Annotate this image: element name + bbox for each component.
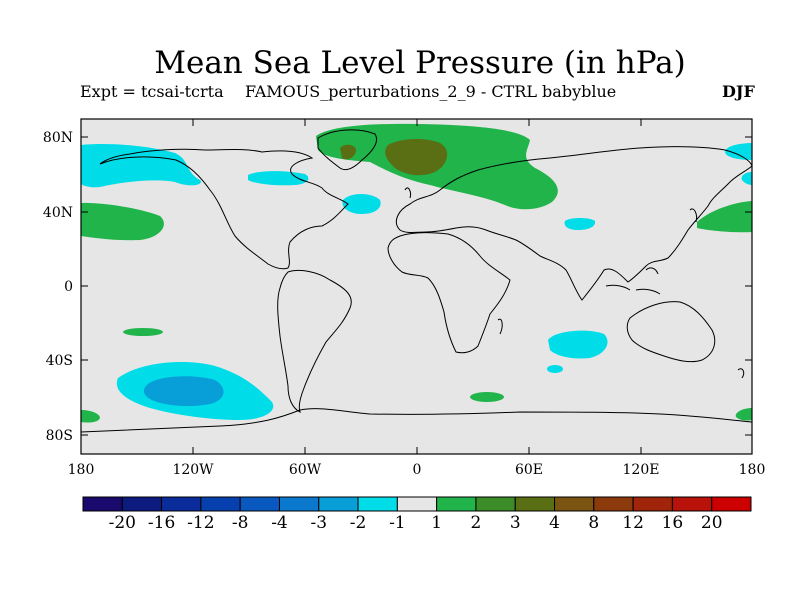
colorbar-label: -20 (109, 513, 136, 533)
coastlines (80, 129, 753, 433)
anomaly-negative-nepacific-edge (725, 143, 752, 160)
anomaly-positive-greenland-core (340, 144, 356, 160)
anomaly-negative-caspian (564, 218, 596, 230)
lat-label-40s: 40S (46, 353, 73, 369)
colorbar-box (475, 496, 516, 512)
coast-japan (689, 208, 697, 223)
colorbar-box (200, 496, 241, 512)
colorbar-box (239, 496, 280, 512)
colorbar-label: 2 (471, 513, 482, 533)
colorbar-box (593, 496, 634, 512)
colorbar (82, 496, 752, 512)
anomaly-positive-wpacific (697, 201, 752, 233)
colorbar-label: -3 (310, 513, 327, 533)
colorbar-box (82, 496, 123, 512)
colorbar-label: 1 (431, 513, 442, 533)
coast-madagascar (497, 318, 503, 335)
lat-label-80s: 80S (46, 428, 73, 444)
lat-labels: 80N 40N 0 40S 80S (43, 130, 73, 444)
colorbar-label: -1 (389, 513, 406, 533)
coast-new-zealand (737, 368, 745, 379)
anomaly-fills (81, 123, 752, 423)
lon-label-180e: 180 (739, 462, 766, 478)
colorbar-box (632, 496, 673, 512)
colorbar-box (278, 496, 320, 512)
anomaly-negative-nepacific-edge2 (741, 172, 752, 185)
anomaly-positive-eurasia-core (385, 139, 448, 176)
lat-label-80n: 80N (43, 130, 73, 146)
colorbar-box (396, 496, 438, 512)
colorbar-box (357, 496, 398, 512)
lon-label-60e: 60E (515, 462, 543, 478)
colorbar-label: -4 (271, 513, 288, 533)
coast-antarctica (80, 408, 753, 433)
coast-uk (404, 187, 411, 199)
coast-north-america (99, 148, 349, 270)
anomaly-positive-spacific (123, 328, 163, 336)
anomaly-positive-se-edge (735, 408, 752, 421)
colorbar-box (121, 496, 163, 512)
colorbar-label: -2 (350, 513, 367, 533)
colorbar-label: 8 (588, 513, 599, 533)
colorbar-box (711, 496, 752, 512)
colorbar-labels: -20 -16 -12 -8 -4 -3 -2 -1 1 2 3 4 8 12 16 20 (109, 513, 723, 533)
anomaly-positive-sw-edge (81, 410, 100, 423)
colorbar-box (671, 496, 713, 512)
lon-labels: 180 120W 60W 0 60E 120E 180 (68, 462, 766, 478)
colorbar-label: 4 (549, 513, 560, 533)
lon-ticks (80, 119, 753, 454)
lat-ticks (81, 136, 752, 436)
coast-africa (387, 232, 511, 354)
experiment-label: Expt = tcsai-tcrta (80, 82, 224, 101)
colorbar-box (436, 496, 477, 512)
anomaly-positive-npacific (81, 202, 164, 241)
lon-label-60w: 60W (289, 462, 322, 478)
colorbar-label: -12 (187, 513, 214, 533)
lat-label-40n: 40N (43, 205, 73, 221)
colorbar-label: -16 (148, 513, 175, 533)
anomaly-negative-southpacific-core (143, 376, 224, 407)
anomaly-negative-natlantic (342, 194, 381, 214)
coast-eurasia (395, 146, 753, 301)
map-title: Mean Sea Level Pressure (in hPa) (154, 45, 686, 81)
colorbar-label: 12 (622, 513, 644, 533)
anomaly-negative-indian-small (547, 365, 563, 373)
colorbar-label: 3 (510, 513, 521, 533)
anomaly-negative-alaska (81, 143, 201, 188)
comparison-label: FAMOUS_perturbations_2_9 - CTRL babyblue (245, 82, 617, 101)
coast-south-america (277, 269, 352, 413)
season-label: DJF (722, 82, 755, 101)
coast-indonesia (605, 267, 661, 295)
colorbar-label: 16 (662, 513, 684, 533)
anomaly-negative-indian (548, 330, 608, 359)
colorbar-label: -8 (232, 513, 249, 533)
lon-label-120w: 120W (172, 462, 214, 478)
lon-label-0: 0 (413, 462, 422, 478)
colorbar-label: 20 (701, 513, 723, 533)
colorbar-box (161, 496, 202, 512)
coast-greenland (317, 129, 377, 171)
colorbar-box (554, 496, 595, 512)
coast-australia (626, 301, 716, 363)
colorbar-box (318, 496, 359, 512)
lon-label-180w: 180 (68, 462, 95, 478)
colorbar-box (514, 496, 556, 512)
lon-label-120e: 120E (623, 462, 660, 478)
anomaly-positive-southafrica (470, 392, 504, 402)
lat-label-0: 0 (64, 279, 73, 295)
